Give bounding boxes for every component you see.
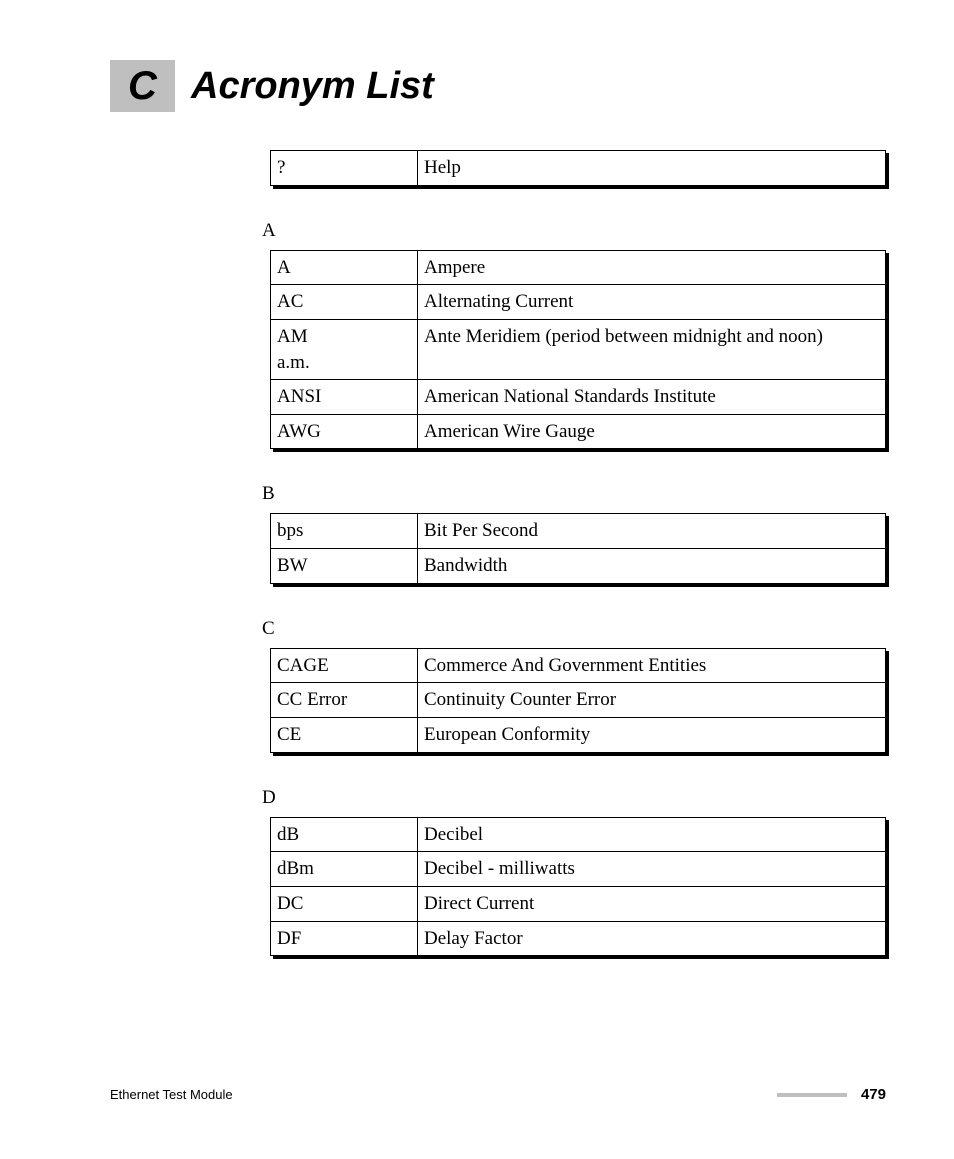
table-row: DFDelay Factor [271, 921, 886, 956]
definition-cell: Commerce And Government Entities [418, 648, 886, 683]
acronym-cell: CC Error [271, 683, 418, 718]
page-footer: Ethernet Test Module 479 [110, 1086, 886, 1103]
table-row: DCDirect Current [271, 886, 886, 921]
acronym-cell: DF [271, 921, 418, 956]
chapter-badge: C [110, 60, 175, 112]
section-letter: C [262, 618, 886, 640]
section-letter: D [262, 787, 886, 809]
table-row: BWBandwidth [271, 549, 886, 584]
acronym-cell: bps [271, 514, 418, 549]
acronym-cell: AMa.m. [271, 319, 418, 379]
section-letter: A [262, 220, 886, 242]
footer-doc-title: Ethernet Test Module [110, 1087, 233, 1102]
definition-cell: Bandwidth [418, 549, 886, 584]
page: C Acronym List ?HelpAAAmpereACAlternatin… [0, 0, 954, 1159]
acronym-cell: DC [271, 886, 418, 921]
definition-cell: American National Standards Institute [418, 380, 886, 415]
acronym-cell: ? [271, 151, 418, 186]
definition-cell: American Wire Gauge [418, 414, 886, 449]
table-row: CC ErrorContinuity Counter Error [271, 683, 886, 718]
acronym-cell: CE [271, 718, 418, 753]
acronym-cell: dBm [271, 852, 418, 887]
definition-cell: Help [418, 151, 886, 186]
definition-cell: Decibel - milliwatts [418, 852, 886, 887]
acronym-table: CAGECommerce And Government EntitiesCC E… [270, 648, 886, 753]
table-row: ANSIAmerican National Standards Institut… [271, 380, 886, 415]
table-row: ACAlternating Current [271, 285, 886, 320]
definition-cell: Direct Current [418, 886, 886, 921]
table-row: CAGECommerce And Government Entities [271, 648, 886, 683]
acronym-cell: CAGE [271, 648, 418, 683]
table-row: ?Help [271, 151, 886, 186]
footer-bar [777, 1093, 847, 1097]
acronym-table: ?Help [270, 150, 886, 186]
definition-cell: Ante Meridiem (period between midnight a… [418, 319, 886, 379]
definition-cell: Continuity Counter Error [418, 683, 886, 718]
acronym-cell: ANSI [271, 380, 418, 415]
table-row: CEEuropean Conformity [271, 718, 886, 753]
table-row: dBmDecibel - milliwatts [271, 852, 886, 887]
acronym-table: dBDecibeldBmDecibel - milliwattsDCDirect… [270, 817, 886, 957]
table-row: bpsBit Per Second [271, 514, 886, 549]
acronym-cell: BW [271, 549, 418, 584]
acronym-table: bpsBit Per SecondBWBandwidth [270, 513, 886, 583]
acronym-cell: A [271, 250, 418, 285]
table-row: AMa.m.Ante Meridiem (period between midn… [271, 319, 886, 379]
definition-cell: Bit Per Second [418, 514, 886, 549]
footer-page-number: 479 [861, 1086, 886, 1103]
acronym-cell: AWG [271, 414, 418, 449]
definition-cell: Ampere [418, 250, 886, 285]
content-area: ?HelpAAAmpereACAlternating CurrentAMa.m.… [110, 150, 886, 956]
table-row: dBDecibel [271, 817, 886, 852]
acronym-cell: AC [271, 285, 418, 320]
definition-cell: Alternating Current [418, 285, 886, 320]
section-letter: B [262, 483, 886, 505]
definition-cell: Delay Factor [418, 921, 886, 956]
acronym-cell: dB [271, 817, 418, 852]
definition-cell: European Conformity [418, 718, 886, 753]
chapter-letter: C [128, 66, 157, 106]
table-row: AWGAmerican Wire Gauge [271, 414, 886, 449]
chapter-header: C Acronym List [110, 60, 886, 112]
acronym-table: AAmpereACAlternating CurrentAMa.m.Ante M… [270, 250, 886, 450]
chapter-title: Acronym List [191, 65, 434, 108]
definition-cell: Decibel [418, 817, 886, 852]
table-row: AAmpere [271, 250, 886, 285]
